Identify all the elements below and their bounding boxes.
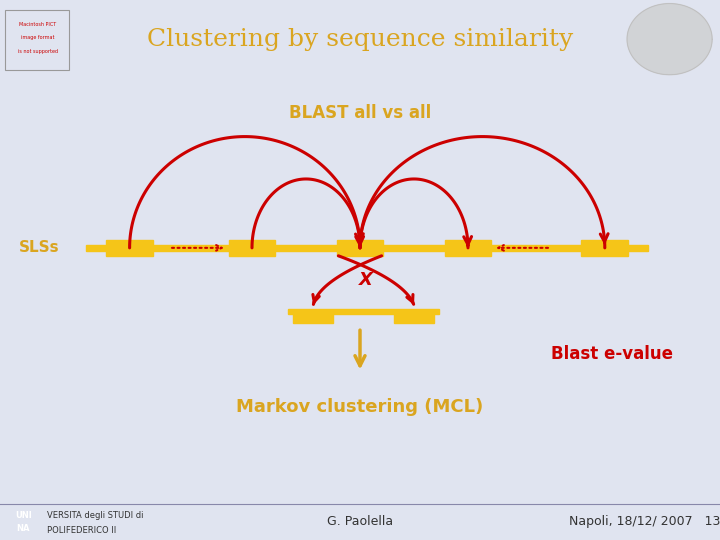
Bar — [229, 240, 275, 256]
Text: Blast e-value: Blast e-value — [551, 345, 673, 363]
Text: G. Paolella: G. Paolella — [327, 515, 393, 528]
Text: is not supported: is not supported — [18, 49, 58, 54]
Text: Clustering by sequence similarity: Clustering by sequence similarity — [147, 28, 573, 51]
Text: SLSs: SLSs — [19, 240, 60, 255]
Bar — [288, 309, 439, 314]
Text: VERSITA degli STUDI di: VERSITA degli STUDI di — [47, 511, 143, 520]
Text: POLIFEDERICO II: POLIFEDERICO II — [47, 526, 116, 535]
Bar — [394, 310, 434, 323]
Bar — [86, 245, 648, 251]
Bar — [107, 240, 153, 256]
Text: image format: image format — [21, 35, 55, 40]
Text: BLAST all vs all: BLAST all vs all — [289, 104, 431, 122]
Bar — [336, 240, 383, 256]
Bar — [444, 240, 491, 256]
Text: UNI: UNI — [15, 511, 32, 520]
Text: NA: NA — [17, 524, 30, 533]
Text: Markov clustering (MCL): Markov clustering (MCL) — [236, 398, 484, 416]
Text: X: X — [359, 271, 373, 289]
Text: Napoli, 18/12/ 2007   13: Napoli, 18/12/ 2007 13 — [569, 515, 720, 528]
Bar — [582, 240, 629, 256]
Text: Macintosh PICT: Macintosh PICT — [19, 22, 56, 27]
Polygon shape — [627, 4, 712, 75]
Bar — [293, 310, 333, 323]
